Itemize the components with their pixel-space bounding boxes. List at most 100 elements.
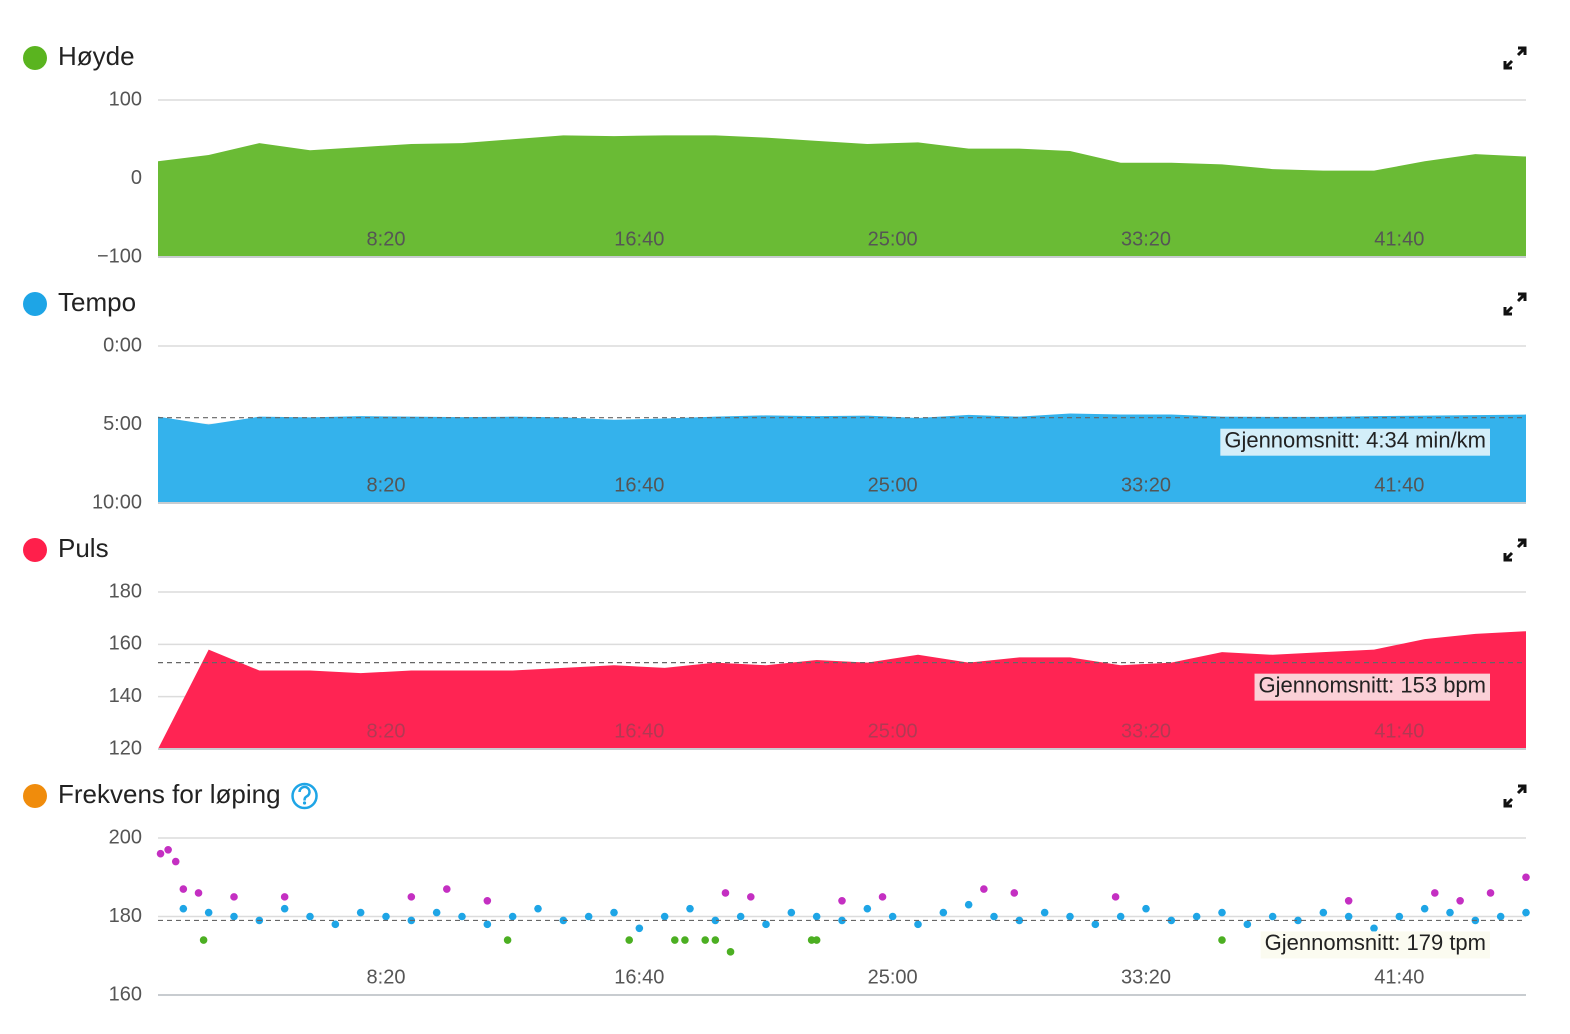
y-tick-label: 160 [109,633,142,655]
point [711,916,720,925]
x-tick-label: 8:20 [367,228,406,250]
x-tick-label: 8:20 [367,720,406,742]
help-icon[interactable] [291,782,318,810]
help-icon-glyph [298,785,311,801]
x-tick-label: 16:40 [614,720,664,742]
point [964,900,973,909]
x-tick-label: 33:20 [1121,474,1171,496]
legend-dot [23,538,47,562]
point [990,912,998,921]
point [878,893,887,901]
average-label: Gjennomsnitt: 153 bpm [1259,672,1486,697]
point [1496,912,1505,921]
x-tick-label: 25:00 [868,474,918,496]
average-label-bg [1220,428,1490,456]
point [660,912,669,921]
point [194,889,203,897]
x-tick-label: 16:40 [614,228,664,250]
point [812,936,821,944]
point [1446,908,1454,917]
point [838,897,846,905]
point [1456,897,1464,905]
point [1268,912,1277,921]
point [156,849,165,858]
y-tick-label: 140 [109,685,142,707]
point [1192,912,1201,921]
point [179,904,188,913]
point [1167,916,1176,925]
point [164,845,172,854]
legend-dot [23,292,47,316]
area [158,135,1526,257]
point [888,912,897,921]
point [443,885,451,893]
point [432,908,441,917]
point [1395,912,1404,921]
x-tick-label: 8:20 [367,474,406,496]
point [483,920,492,929]
chart-title: Høyde [58,41,135,71]
y-tick-label: 200 [109,826,142,848]
point [625,936,633,944]
average-label-bg [1254,673,1490,701]
chart-title: Frekvens for løping [58,779,281,809]
expand-icon[interactable] [1503,46,1527,70]
y-tick-label: 160 [109,983,142,1005]
point [1040,908,1049,917]
y-tick-label: 180 [109,905,142,927]
point [1142,904,1150,913]
point [736,912,745,921]
average-label: Gjennomsnitt: 179 tpm [1265,930,1486,955]
point [584,912,593,921]
point [1243,920,1252,929]
x-tick-label: 41:40 [1374,966,1424,988]
point [1522,908,1530,917]
expand-icon[interactable] [1503,292,1527,316]
point [1294,916,1302,925]
point [331,920,340,929]
point [483,897,492,905]
area [158,631,1526,749]
x-tick-label: 25:00 [868,228,918,250]
y-tick-label: 0 [131,167,142,189]
point [1319,908,1328,917]
expand-icon[interactable] [1503,784,1527,808]
point [1111,893,1120,901]
point [671,936,679,944]
x-tick-label: 33:20 [1121,966,1171,988]
point [681,936,689,944]
expand-icon[interactable] [1503,538,1527,562]
point [1431,889,1439,897]
point [1522,873,1530,882]
point [1420,904,1429,913]
point [747,893,755,901]
point [1370,924,1378,933]
point [534,904,542,913]
y-tick-label: 120 [109,737,142,759]
point [635,924,644,933]
x-tick-label: 41:40 [1374,474,1424,496]
x-tick-label: 33:20 [1121,228,1171,250]
point [508,912,517,921]
x-tick-label: 8:20 [367,966,406,988]
point [280,893,289,901]
point [1116,912,1125,921]
point [1486,889,1495,897]
help-icon-dot [302,801,307,805]
legend-dot [23,46,47,70]
point [686,904,694,913]
x-tick-label: 16:40 [614,474,664,496]
area [158,413,1526,503]
x-tick-label: 25:00 [868,720,918,742]
point [407,893,416,901]
chart-title: Puls [58,533,109,563]
point [1218,908,1226,917]
point [939,908,948,917]
legend-dot [23,784,47,808]
point [356,908,365,917]
y-tick-label: 100 [109,88,142,110]
point [382,912,390,921]
point [701,936,709,944]
point [1091,920,1100,929]
